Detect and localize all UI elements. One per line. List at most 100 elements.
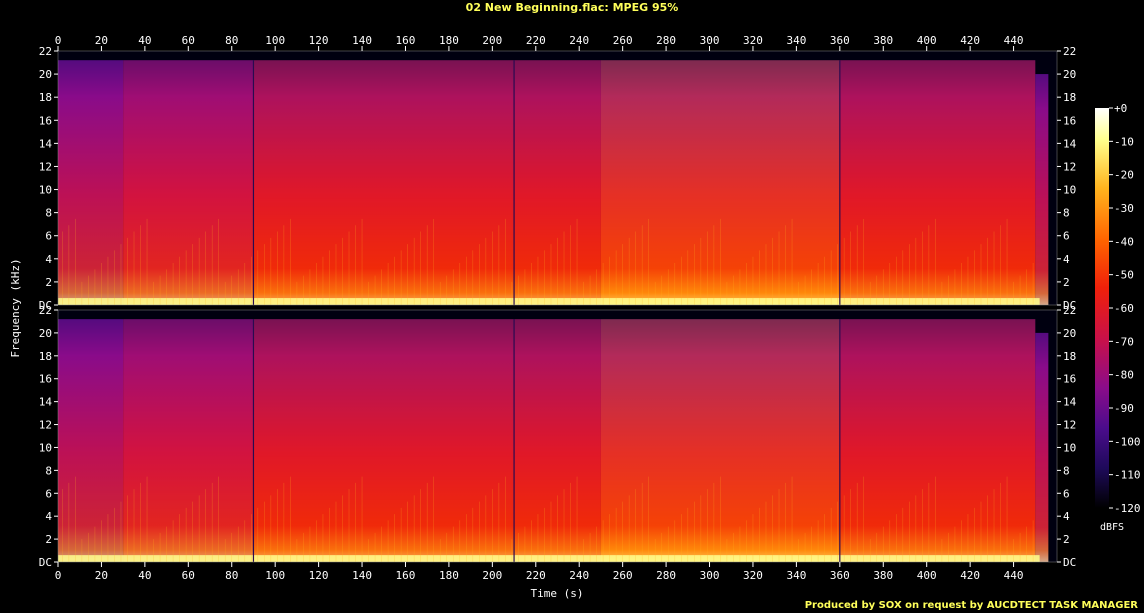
y-tick-label-right: 4 xyxy=(1063,510,1070,523)
y-tick-label-right: 8 xyxy=(1063,207,1070,220)
spectrum-segment-level xyxy=(58,60,124,306)
colorbar-tick-label: -100 xyxy=(1114,435,1141,448)
spectrum-segment xyxy=(514,319,601,562)
x-tick-label-bottom: 100 xyxy=(265,569,285,582)
y-tick-label-left: 16 xyxy=(39,114,52,127)
x-tick-label-bottom: 20 xyxy=(95,569,108,582)
y-tick-label-left: 4 xyxy=(45,253,52,266)
colorbar-tick-label: -10 xyxy=(1114,135,1134,148)
y-tick-label-right: 10 xyxy=(1063,184,1076,197)
spectrum-segment-level xyxy=(839,319,1036,562)
spectrum-segment xyxy=(123,60,254,306)
credit-text: Produced by SOX on request by AUCDTECT T… xyxy=(804,600,1138,611)
chart-title: 02 New Beginning.flac: MPEG 95% xyxy=(465,1,679,14)
x-tick-label-bottom: 360 xyxy=(830,569,850,582)
spectrum-segment-level xyxy=(1035,74,1049,305)
y-tick-label-right: 14 xyxy=(1063,396,1077,409)
x-tick-label-top: 320 xyxy=(743,34,763,47)
spectrum-segment-level xyxy=(514,319,601,562)
y-tick-label-left: 4 xyxy=(45,510,52,523)
x-tick-label-top: 160 xyxy=(396,34,416,47)
x-tick-label-bottom: 300 xyxy=(700,569,720,582)
colorbar-tick-label: -120 xyxy=(1114,502,1141,515)
spectrogram-panels xyxy=(57,50,1058,563)
spectrum-segment xyxy=(253,60,515,306)
colorbar-tick-label: -40 xyxy=(1114,235,1134,248)
x-tick-label-bottom: 280 xyxy=(656,569,676,582)
x-tick-label-bottom: 60 xyxy=(182,569,195,582)
spectrum-segment-level xyxy=(58,319,124,562)
x-tick-label-top: 280 xyxy=(656,34,676,47)
y-tick-label-right: 8 xyxy=(1063,464,1070,477)
x-tick-label-top: 0 xyxy=(55,34,62,47)
x-tick-label-bottom: 400 xyxy=(917,569,937,582)
spectrum-segment xyxy=(600,60,840,306)
x-tick-label-bottom: 80 xyxy=(225,569,238,582)
colorbar-tick-label: -70 xyxy=(1114,335,1134,348)
spectrum-segment xyxy=(253,319,515,562)
y-tick-label-left: 22 xyxy=(39,304,52,317)
x-tick-label-bottom: 420 xyxy=(960,569,980,582)
y-tick-label-right: 14 xyxy=(1063,137,1077,150)
y-tick-label-left: DC xyxy=(39,299,52,312)
x-tick-label-bottom: 0 xyxy=(55,569,62,582)
y-axis-label: Frequency (kHz) xyxy=(9,258,22,357)
y-tick-label-right: 16 xyxy=(1063,373,1076,386)
x-tick-label-top: 420 xyxy=(960,34,980,47)
y-tick-label-left: 8 xyxy=(45,207,52,220)
y-tick-label-left: 6 xyxy=(45,487,52,500)
y-tick-label-left: 20 xyxy=(39,327,52,340)
y-tick-label-left: 18 xyxy=(39,91,52,104)
x-tick-label-top: 340 xyxy=(786,34,806,47)
x-tick-label-top: 80 xyxy=(225,34,238,47)
y-tick-label-right: 10 xyxy=(1063,441,1076,454)
x-tick-label-bottom: 180 xyxy=(439,569,459,582)
x-tick-label-top: 180 xyxy=(439,34,459,47)
y-tick-label-left: 6 xyxy=(45,230,52,243)
x-tick-label-bottom: 380 xyxy=(873,569,893,582)
y-tick-label-left: 14 xyxy=(39,137,53,150)
colorbar-tick-label: -30 xyxy=(1114,202,1134,215)
spectrum-segment xyxy=(58,319,124,562)
low-frequency-band xyxy=(58,298,1040,305)
y-tick-label-right: 2 xyxy=(1063,276,1070,289)
x-tick-label-bottom: 200 xyxy=(482,569,502,582)
spectrum-segment-level xyxy=(600,319,840,562)
spectrum-segment-level xyxy=(253,60,515,306)
spectrum-segment-level xyxy=(123,319,254,562)
y-tick-label-right: 22 xyxy=(1063,45,1076,58)
x-tick-label-top: 440 xyxy=(1004,34,1024,47)
x-tick-label-top: 40 xyxy=(138,34,151,47)
spectrum-segment-level xyxy=(123,60,254,306)
x-tick-label-bottom: 320 xyxy=(743,569,763,582)
y-tick-label-right: 12 xyxy=(1063,419,1076,432)
y-tick-label-right: 16 xyxy=(1063,114,1076,127)
spectrum-segment xyxy=(1035,332,1049,562)
low-frequency-band xyxy=(58,555,1040,562)
x-tick-label-top: 400 xyxy=(917,34,937,47)
colorbar-tick-label: -20 xyxy=(1114,169,1134,182)
y-tick-label-left: 18 xyxy=(39,350,52,363)
colorbar-label: dBFS xyxy=(1100,522,1124,533)
y-tick-label-left: DC xyxy=(39,556,52,569)
y-tick-label-right: 20 xyxy=(1063,68,1076,81)
y-tick-label-left: 12 xyxy=(39,160,52,173)
x-tick-label-top: 120 xyxy=(309,34,329,47)
panel-frame xyxy=(57,50,1058,306)
y-tick-label-right: 22 xyxy=(1063,304,1076,317)
y-tick-label-left: 22 xyxy=(39,45,52,58)
y-tick-label-right: 6 xyxy=(1063,230,1070,243)
colorbar-tick-label: -80 xyxy=(1114,369,1134,382)
x-tick-label-bottom: 260 xyxy=(613,569,633,582)
spectrum-segment xyxy=(514,60,601,306)
colorbar-tick-label: +0 xyxy=(1114,102,1127,115)
y-tick-label-left: 12 xyxy=(39,419,52,432)
y-tick-label-left: 2 xyxy=(45,533,52,546)
y-tick-label-left: 8 xyxy=(45,464,52,477)
y-tick-label-left: 16 xyxy=(39,373,52,386)
colorbar-gradient xyxy=(1095,108,1109,508)
x-tick-label-bottom: 440 xyxy=(1004,569,1024,582)
y-tick-label-left: 2 xyxy=(45,276,52,289)
